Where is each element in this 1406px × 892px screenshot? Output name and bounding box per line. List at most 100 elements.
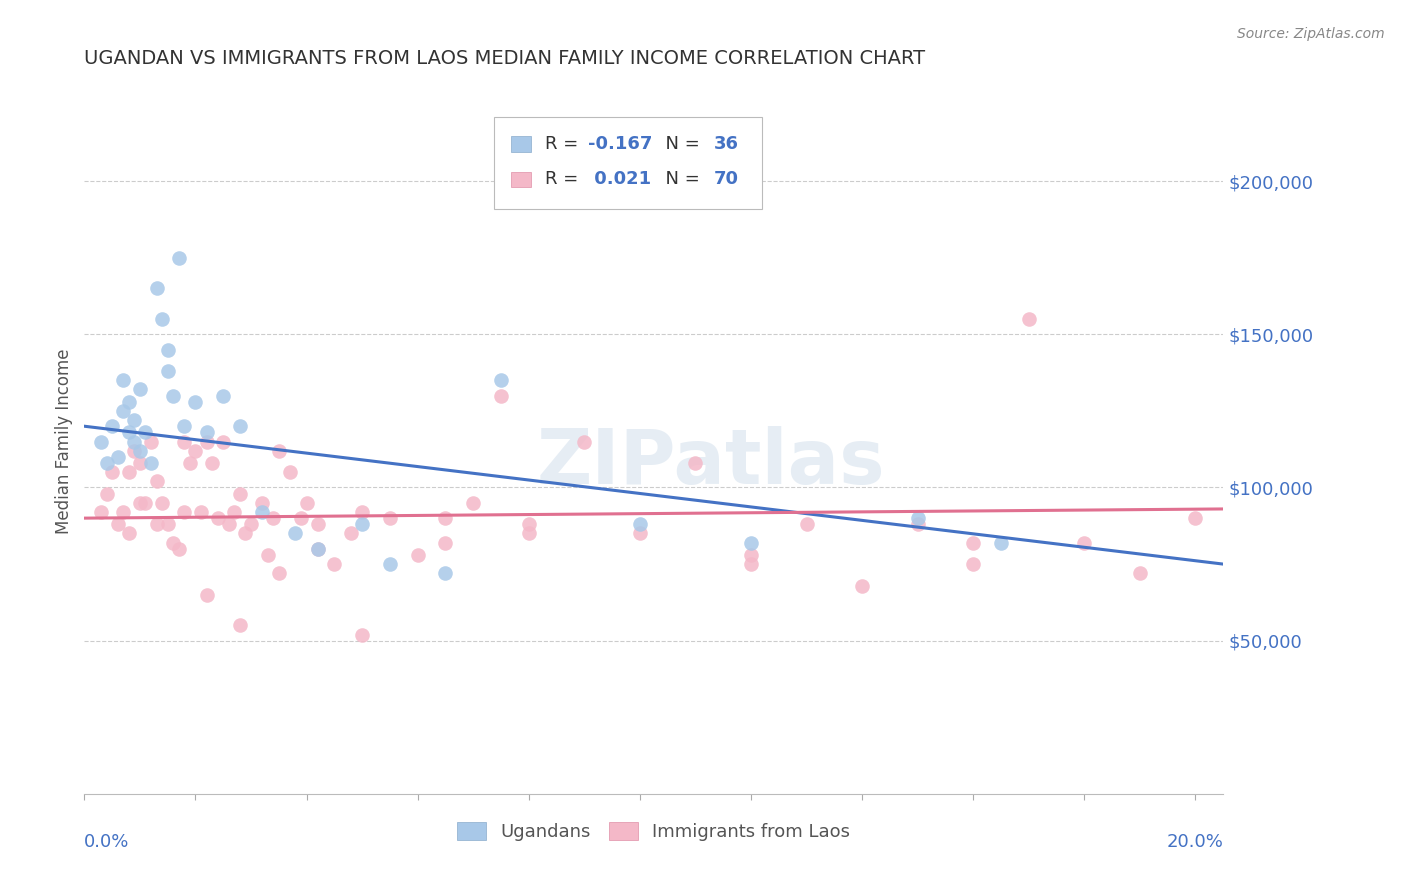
Point [990,535,1012,549]
Point [406,548,429,562]
Point [112,505,135,519]
Point [628,517,651,532]
Point [352,517,374,532]
Point [740,548,762,562]
Point [307,541,329,556]
Point [145,517,167,532]
Point [96,486,118,500]
Point [101,419,124,434]
Point [1018,312,1040,326]
Text: N =: N = [654,136,706,153]
Point [851,578,873,592]
Point [162,388,184,402]
Point [628,526,651,541]
Point [184,443,207,458]
Text: ZIPatlas: ZIPatlas [537,425,884,500]
Point [112,373,135,387]
Point [173,434,195,449]
Point [145,281,167,295]
Text: N =: N = [654,170,706,188]
Point [685,456,707,470]
Point [139,434,162,449]
Point [340,526,363,541]
Point [167,541,190,556]
Point [489,373,512,387]
Point [224,505,246,519]
Point [201,456,224,470]
Point [378,511,401,525]
Bar [512,136,531,152]
Point [129,456,152,470]
Point [195,434,218,449]
Point [517,526,540,541]
Point [740,535,762,549]
Point [101,465,124,479]
Point [278,465,301,479]
Point [139,456,162,470]
Point [229,486,252,500]
Point [434,511,457,525]
Point [267,566,290,581]
Point [118,394,141,409]
Point [229,618,252,632]
Point [235,526,257,541]
Bar [512,171,531,187]
Point [907,517,929,532]
Point [229,419,252,434]
Point [962,535,984,549]
Y-axis label: Median Family Income: Median Family Income [55,349,73,534]
Point [96,456,118,470]
Point [195,588,218,602]
Point [463,496,485,510]
Point [212,434,235,449]
Point [267,443,290,458]
Point [129,496,152,510]
Point [352,505,374,519]
Point [112,404,135,418]
Point [156,517,179,532]
Point [323,557,346,571]
Point [156,343,179,357]
Point [118,526,141,541]
Point [134,496,156,510]
Text: 70: 70 [714,170,738,188]
Point [250,505,273,519]
Point [740,557,762,571]
Point [434,535,457,549]
Point [378,557,401,571]
Text: -0.167: -0.167 [589,136,652,153]
Point [207,511,229,525]
Text: UGANDAN VS IMMIGRANTS FROM LAOS MEDIAN FAMILY INCOME CORRELATION CHART: UGANDAN VS IMMIGRANTS FROM LAOS MEDIAN F… [84,49,925,68]
Point [190,505,212,519]
Text: Source: ZipAtlas.com: Source: ZipAtlas.com [1237,27,1385,41]
Point [134,425,156,440]
Text: 36: 36 [714,136,738,153]
Point [129,383,152,397]
Point [574,434,596,449]
Point [212,388,235,402]
Point [173,505,195,519]
Point [118,465,141,479]
Point [107,517,129,532]
Point [290,511,312,525]
Text: R =: R = [546,136,583,153]
Point [150,312,173,326]
Point [145,475,167,489]
Point [256,548,278,562]
Point [517,517,540,532]
Point [240,517,263,532]
Point [796,517,818,532]
Point [107,450,129,464]
Point [195,425,218,440]
Text: R =: R = [546,170,583,188]
Point [962,557,984,571]
Text: 20.0%: 20.0% [1167,832,1223,851]
Point [907,511,929,525]
Point [489,388,512,402]
Point [179,456,201,470]
Point [434,566,457,581]
Point [1073,535,1095,549]
Legend: Ugandans, Immigrants from Laos: Ugandans, Immigrants from Laos [450,815,858,848]
Text: 0.021: 0.021 [589,170,651,188]
Point [1129,566,1152,581]
